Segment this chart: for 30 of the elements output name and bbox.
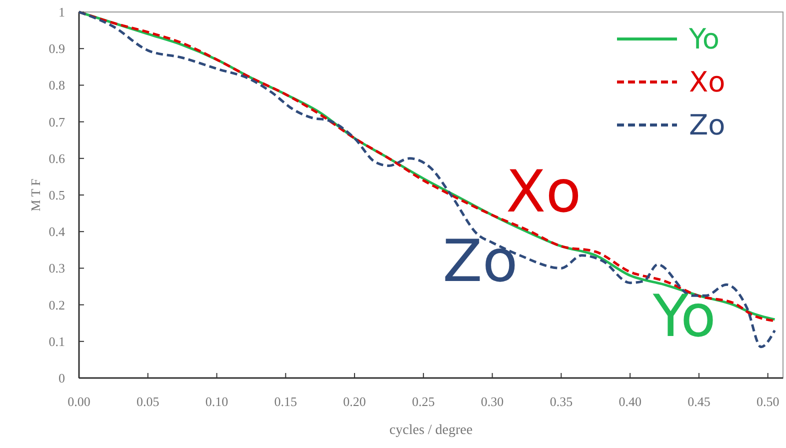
legend-label: Yo (688, 22, 720, 56)
y-tick-label: 0.8 (48, 78, 65, 93)
y-tick-label: 0.7 (48, 114, 66, 130)
x-tick-label: 0.20 (343, 394, 366, 409)
x-tick-label: 0.00 (68, 394, 90, 409)
x-tick-label: 0.25 (412, 394, 435, 409)
x-tick-label: 0.50 (756, 394, 780, 409)
legend-label: Zo (689, 108, 726, 142)
x-tick-label: 0.30 (480, 394, 504, 409)
annotation: Yo (652, 282, 716, 350)
y-tick-label: 1 (58, 4, 65, 20)
x-tick-label: 0.15 (274, 394, 298, 409)
x-tick-label: 0.05 (136, 394, 160, 409)
y-tick-label: 0.4 (48, 224, 66, 240)
y-tick-label: 0.6 (48, 150, 66, 166)
y-tick-label: 0.9 (48, 41, 65, 56)
x-axis-title: cycles / degree (389, 423, 473, 438)
x-tick-label: 0.40 (618, 394, 642, 409)
annotation: Xo (506, 157, 582, 226)
annotation: Zo (442, 226, 518, 295)
y-tick-label: 0.1 (48, 334, 65, 349)
x-tick-label: 0.10 (205, 394, 228, 409)
y-axis-title: M T F (28, 178, 43, 212)
x-tick-label: 0.35 (550, 394, 573, 409)
legend-label: Xo (689, 66, 726, 98)
x-tick-label: 0.45 (688, 394, 710, 409)
y-tick-label: 0 (58, 370, 65, 386)
y-tick-label: 0.5 (48, 188, 65, 202)
y-tick-label: 0.3 (48, 260, 65, 276)
y-tick-label: 0.2 (48, 297, 65, 312)
